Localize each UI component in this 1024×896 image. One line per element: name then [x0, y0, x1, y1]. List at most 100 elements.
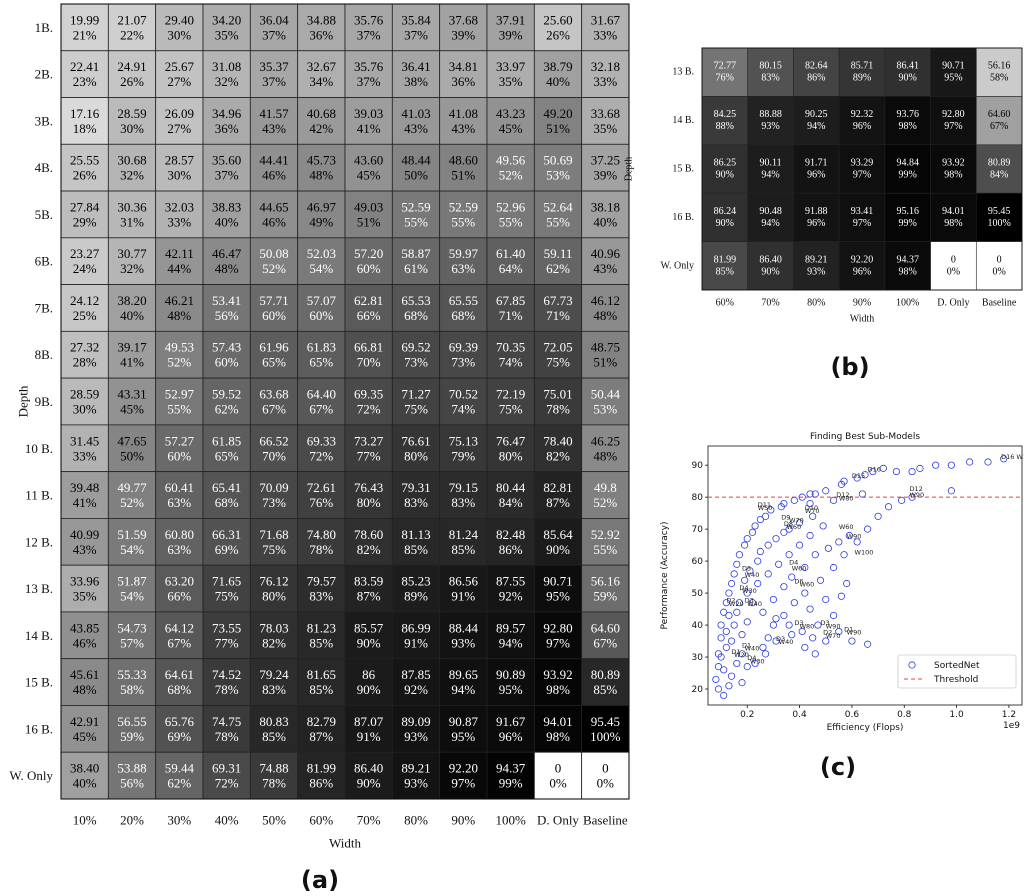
heatmap-cell-percent: 80% [262, 589, 286, 604]
x-tick-label: 0.4 [792, 710, 807, 720]
heatmap-cell [344, 237, 393, 285]
data-point [947, 461, 955, 469]
row-label: 16 B. [672, 212, 694, 223]
heatmap-cell-value: 94.01 [543, 714, 572, 729]
heatmap-cell-value: 64.60 [988, 109, 1011, 120]
heatmap-cell-value: 49.20 [543, 106, 572, 121]
heatmap-cell [486, 330, 535, 379]
point-annotation: W100 [855, 549, 874, 557]
heatmap-cell-value: 40.68 [307, 106, 336, 121]
heatmap-cell [60, 3, 109, 52]
point-annotation: D6 [794, 577, 803, 585]
data-point [806, 499, 814, 508]
heatmap-cell-value: 60.41 [165, 480, 194, 495]
heatmap-cell-value: 93.29 [851, 158, 874, 169]
point-annotation: W90 [847, 533, 862, 541]
data-point [743, 535, 751, 543]
heatmap-cell-value: 49.03 [354, 199, 383, 214]
heatmap-cell-percent: 73% [262, 495, 286, 510]
data-point [874, 512, 882, 520]
data-point [809, 634, 817, 642]
heatmap-cell-value: 95.45 [988, 206, 1011, 217]
heatmap-cell-percent: 26% [73, 168, 97, 183]
heatmap-cell [533, 330, 583, 379]
heatmap-cell-value: 93.92 [543, 667, 572, 682]
point-annotation: W60 [787, 523, 802, 531]
heatmap-cell-percent: 97% [853, 170, 871, 181]
heatmap-cell [202, 424, 251, 473]
data-point [741, 576, 749, 584]
heatmap-cell-percent: 91% [357, 729, 381, 744]
heatmap-cell-value: 86.24 [714, 206, 737, 217]
x-scale-label: 1e9 [1003, 721, 1020, 731]
heatmap-cell-percent: 93% [404, 729, 428, 744]
point-annotation: W40 [747, 600, 762, 608]
heatmap-cell-value: 86.41 [896, 61, 919, 72]
heatmap-cell-value: 28.57 [165, 153, 195, 168]
heatmap-cell-value: 65.76 [165, 714, 195, 729]
heatmap-cell-percent: 76% [309, 495, 333, 510]
heatmap-cell-percent: 70% [262, 448, 286, 463]
data-point [727, 672, 736, 680]
y-tick-label: 30 [692, 653, 704, 663]
heatmap-cell-value: 81.23 [307, 620, 336, 635]
legend-box [897, 654, 1017, 689]
heatmap-cell [439, 284, 488, 332]
heatmap-cell [486, 3, 535, 52]
heatmap-cell-value: 50.08 [259, 246, 288, 261]
x-tick-label: 1.2 [1002, 710, 1016, 720]
heatmap-cell-percent: 51% [451, 168, 475, 183]
heatmap-cell-value: 27.84 [70, 199, 100, 214]
point-annotation: D4 [789, 558, 798, 566]
heatmap-cell-value: 46.47 [212, 246, 242, 261]
heatmap-cell-value: 50.44 [591, 387, 621, 402]
heatmap-cell-value: 69.35 [354, 387, 383, 402]
data-point [908, 467, 916, 476]
heatmap-cell-value: 48.75 [591, 340, 620, 355]
heatmap-cell-percent: 66% [167, 589, 191, 604]
heatmap-cell-value: 69.31 [212, 761, 241, 776]
heatmap-cell-percent: 69% [215, 542, 239, 557]
heatmap-cell-value: 38.83 [212, 199, 241, 214]
row-label: 16 B. [25, 721, 53, 736]
heatmap-cell-percent: 68% [404, 308, 428, 323]
heatmap-cell [202, 471, 251, 519]
heatmap-cell-percent: 41% [73, 495, 97, 510]
heatmap-cell-value: 36.41 [401, 59, 430, 74]
heatmap-cell-value: 30.77 [117, 246, 147, 261]
panel-label-c: (c) [820, 753, 856, 781]
heatmap-cell-percent: 40% [215, 214, 239, 229]
heatmap-cell-percent: 46% [73, 635, 97, 650]
data-point [722, 599, 730, 607]
heatmap-cell-value: 73.27 [354, 433, 384, 448]
heatmap-cell-percent: 73% [451, 355, 475, 370]
data-point [777, 503, 785, 511]
heatmap-cell-value: 69.33 [307, 433, 336, 448]
y-tick-label: 20 [692, 685, 704, 695]
heatmap-cell [155, 564, 204, 613]
heatmap-cell-value: 81.99 [307, 761, 336, 776]
heatmap-cell-percent: 78% [546, 402, 570, 417]
row-label: 7B. [35, 300, 53, 315]
data-point [759, 608, 767, 616]
y-tick-label: 40 [692, 621, 704, 631]
x-axis-label: Efficiency (Flops) [827, 723, 904, 733]
heatmap-cell [884, 96, 931, 146]
heatmap-cell-value: 28.59 [70, 387, 99, 402]
heatmap-cell-value: 22.41 [70, 59, 99, 74]
heatmap-cell [297, 237, 346, 285]
point-annotation: W60 [839, 523, 854, 531]
heatmap-cell-value: 49.53 [165, 340, 194, 355]
heatmap-cell-percent: 86% [807, 73, 825, 84]
heatmap-cell-percent: 71% [546, 308, 570, 323]
point-annotation: D16 W100 [1001, 453, 1024, 461]
data-point [738, 650, 746, 658]
heatmap-cell [344, 471, 393, 519]
data-point [722, 643, 730, 652]
heatmap-cell-percent: 83% [761, 73, 779, 84]
heatmap-cell-value: 51.87 [117, 574, 147, 589]
heatmap-cell-value: 55.33 [117, 667, 146, 682]
heatmap-cell-percent: 80% [404, 448, 428, 463]
heatmap-cell-value: 63.68 [259, 387, 288, 402]
heatmap-cell [297, 471, 346, 519]
